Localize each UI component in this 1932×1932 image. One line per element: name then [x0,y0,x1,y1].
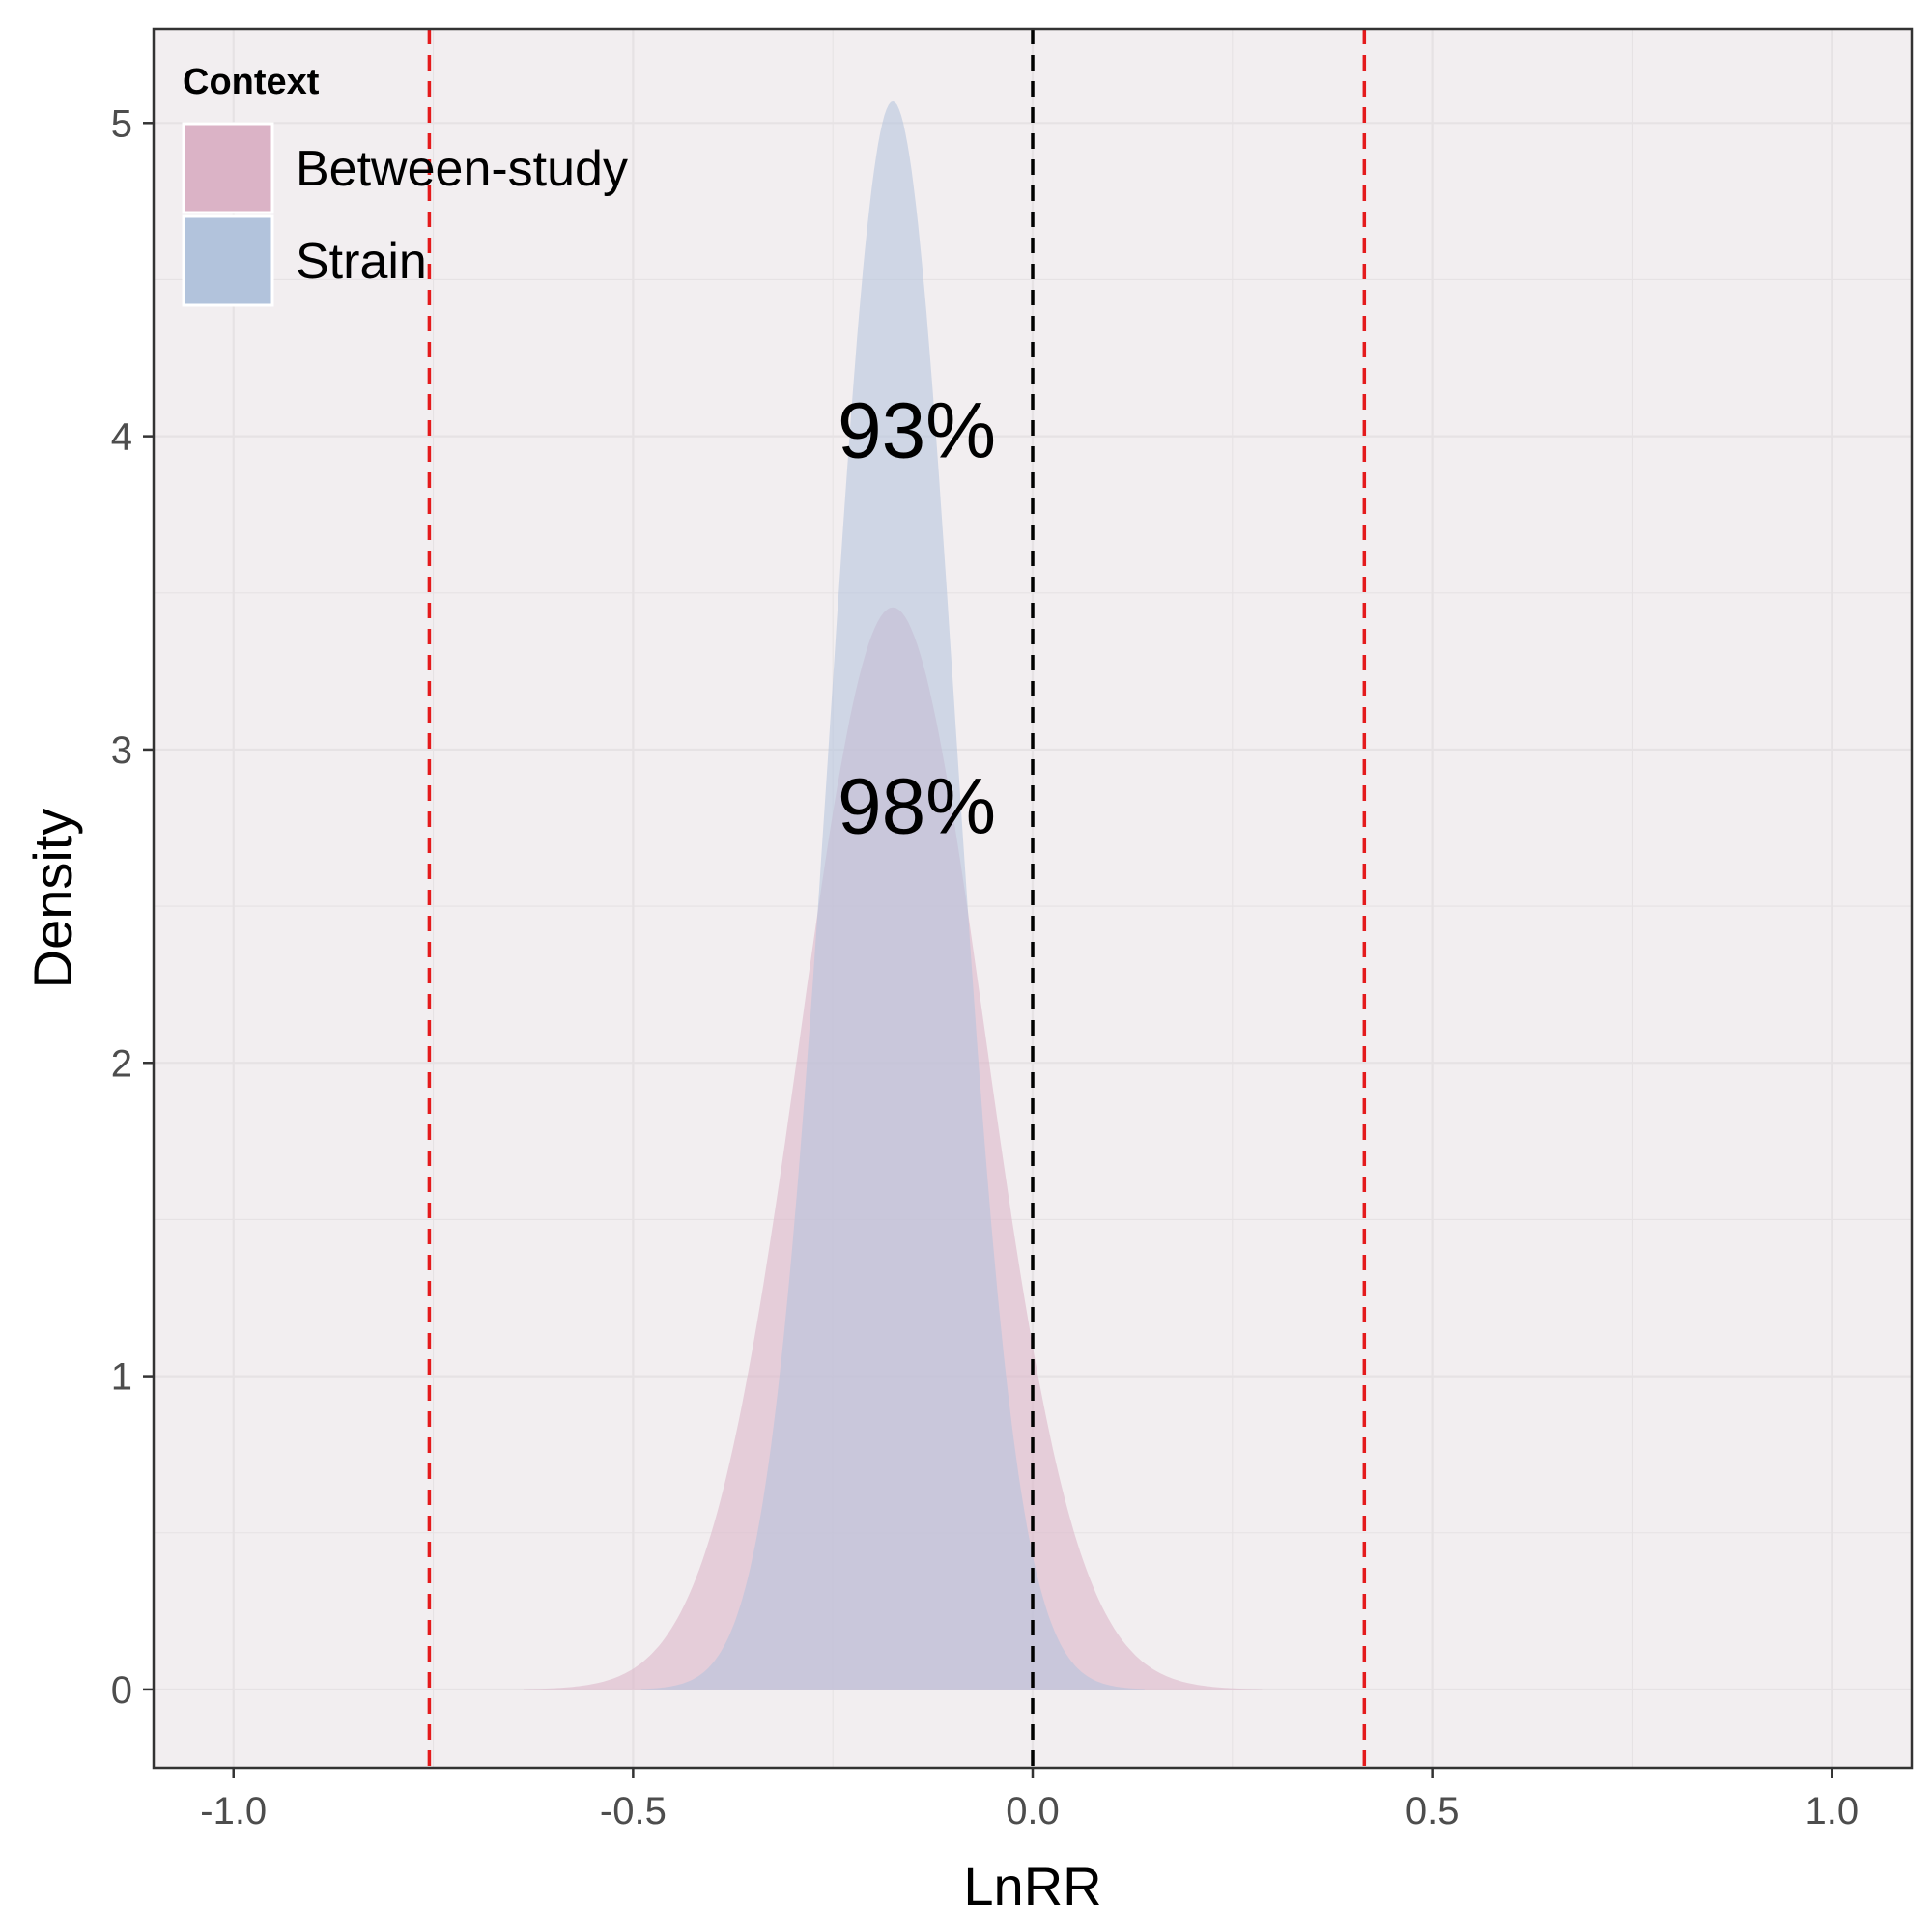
x-axis: -1.0 -0.5 0.0 0.5 1.0 [200,1768,1859,1833]
y-tick-label: 2 [111,1042,132,1085]
y-axis: 0 1 2 3 4 5 [111,102,154,1712]
annotations: 93% 98% [838,386,996,850]
x-tick-label: 0.0 [1006,1790,1060,1833]
legend-label: Between-study [296,141,628,197]
x-axis-title: LnRR [963,1856,1101,1917]
y-tick-label: 5 [111,102,132,145]
legend: Context Between-study Strain [182,62,628,307]
y-axis-title: Density [22,809,83,989]
y-tick-label: 3 [111,729,132,772]
density-areas [524,100,1263,1690]
x-tick-label: 0.5 [1406,1790,1460,1833]
legend-items: Between-study Strain [182,122,628,307]
x-tick-label: -0.5 [600,1790,667,1833]
x-tick-label: -1.0 [200,1790,267,1833]
y-tick-label: 1 [111,1356,132,1399]
legend-label: Strain [296,234,427,290]
percentage-annotation: 93% [838,386,996,474]
y-tick-label: 0 [111,1669,132,1712]
legend-key [182,122,274,214]
legend-title: Context [183,62,320,102]
legend-key [182,214,274,307]
percentage-annotation: 98% [838,762,996,850]
x-tick-label: 1.0 [1804,1790,1859,1833]
y-tick-label: 4 [111,416,132,459]
density-area-strain [640,100,1145,1690]
reference-lines [427,29,1367,1768]
